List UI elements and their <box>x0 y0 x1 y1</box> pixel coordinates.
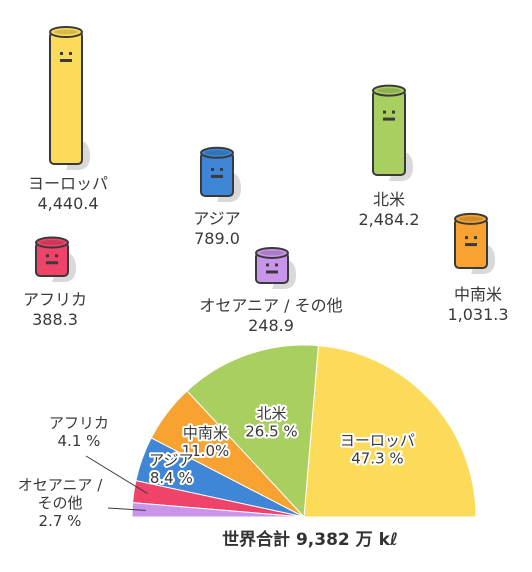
face-eye-icon <box>266 263 269 267</box>
label-africa: アフリカ 388.3 <box>10 290 100 330</box>
cylinder-cap-inner <box>377 88 401 94</box>
label-africa-name: アフリカ <box>22 290 87 309</box>
pie-slice-north-america <box>186 344 319 519</box>
face-eye-icon <box>275 263 278 267</box>
face-eye-icon <box>392 110 395 114</box>
pie-label-pct-oceania: 2.7 % <box>39 512 82 530</box>
cylinder-cap-inner <box>205 150 229 156</box>
label-asia: アジア 789.0 <box>172 209 262 249</box>
face-mouth-icon <box>60 59 72 62</box>
label-europe: ヨーロッパ 4,440.4 <box>18 174 118 214</box>
face-eye-icon <box>211 167 214 171</box>
label-africa-value: 388.3 <box>32 310 78 329</box>
cylinder-body <box>49 31 83 165</box>
face-eye-icon <box>474 236 477 240</box>
label-latin-america-name: 中南米 <box>453 285 502 304</box>
cylinder-cap-inner <box>40 240 64 246</box>
cylinder-body <box>372 89 406 176</box>
label-europe-name: ヨーロッパ <box>27 174 108 193</box>
face-eye-icon <box>46 254 49 258</box>
label-north-america-name: 北米 <box>372 190 405 209</box>
world-total-label: 世界合計 9,382 万 kℓ <box>222 530 398 550</box>
face-eye-icon <box>383 110 386 114</box>
label-europe-value: 4,440.4 <box>37 194 99 213</box>
cylinder-layer <box>35 26 495 289</box>
cylinder-body <box>200 151 234 197</box>
pie-label-pct-north-america: 26.5 % <box>245 423 297 441</box>
pie-label-pct-africa: 4.1 % <box>58 432 101 450</box>
pie-label-name-asia: アジア <box>149 451 193 469</box>
cylinder-europe <box>49 26 90 170</box>
face-eye-icon <box>465 236 468 240</box>
face-mouth-icon <box>383 117 395 121</box>
face-mouth-icon <box>46 261 58 265</box>
pie-label-name-oceania-line1: オセアニア / <box>18 476 103 494</box>
label-north-america-value: 2,484.2 <box>358 210 420 229</box>
face-eye-icon <box>55 254 58 258</box>
face-eye-icon <box>69 52 72 55</box>
face-mouth-icon <box>211 174 223 178</box>
pie-label-pct-latin-america: 11.0% <box>182 442 230 460</box>
label-oceania-value: 248.9 <box>248 316 294 335</box>
face-eye-icon <box>220 167 223 171</box>
cylinder-africa <box>35 236 76 282</box>
cylinder-cap-inner <box>459 216 483 222</box>
pie-label-name-europe: ヨーロッパ <box>340 431 415 449</box>
pie-label-pct-asia: 8.4 % <box>150 469 193 487</box>
cylinder-north-america <box>372 84 413 181</box>
pie-label-pct-europe: 47.3 % <box>351 449 403 467</box>
label-asia-name: アジア <box>193 209 241 228</box>
label-oceania-name: オセアニア / その他 <box>199 296 343 315</box>
label-latin-america-value: 1,031.3 <box>447 305 509 324</box>
cylinder-cap-inner <box>260 250 284 256</box>
pie-label-name-africa: アフリカ <box>49 414 109 432</box>
pie-chart <box>131 344 477 519</box>
label-oceania: オセアニア / その他 248.9 <box>186 296 356 336</box>
face-eye-icon <box>60 52 63 55</box>
face-mouth-icon <box>465 243 477 247</box>
label-north-america: 北米 2,484.2 <box>344 190 434 230</box>
pie-label-name-north-america: 北米 <box>256 405 286 423</box>
cylinder-oceania <box>255 246 296 289</box>
label-asia-value: 789.0 <box>194 229 240 248</box>
face-mouth-icon <box>266 270 278 274</box>
leader-line-africa <box>85 455 148 495</box>
leader-line-oceania <box>107 507 146 511</box>
cylinder-asia <box>200 146 241 202</box>
pie-label-name-latin-america: 中南米 <box>183 424 228 442</box>
cylinder-latin-america <box>454 212 495 274</box>
cylinder-cap-inner <box>54 29 78 35</box>
label-latin-america: 中南米 1,031.3 <box>428 285 528 325</box>
pie-label-name-oceania-line2: その他 <box>37 494 82 512</box>
pie-slice-europe <box>303 345 477 518</box>
